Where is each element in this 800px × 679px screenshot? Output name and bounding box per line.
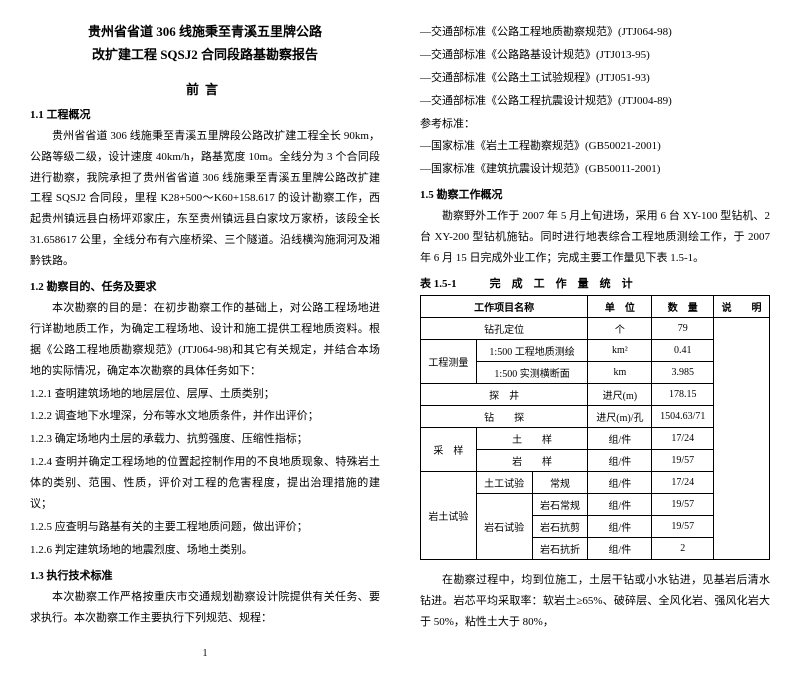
standard-ref: 参考标准： (420, 114, 770, 135)
para-1-3: 本次勘察工作严格按重庆市交通规划勘察设计院提供有关任务、要求执行。本次勘察工作主… (30, 587, 380, 629)
para-1-5: 勘察野外工作于 2007 年 5 月上旬进场，采用 6 台 XY-100 型钻机… (420, 206, 770, 269)
item-1-2-4: 1.2.4 查明并确定工程场地的位置起控制作用的不良地质现象、特殊岩土体的类别、… (30, 452, 380, 515)
section-1-2: 1.2 勘察目的、任务及要求 (30, 278, 380, 294)
doc-title-1: 贵州省省道 306 线施秉至青溪五里牌公路 (30, 20, 380, 43)
table-header-row: 工作项目名称 单 位 数 量 说 明 (421, 295, 770, 317)
item-1-2-5: 1.2.5 应查明与路基有关的主要工程地质问题，做出评价； (30, 517, 380, 538)
table-row: 钻孔定位 个 79 (421, 317, 770, 339)
standard-2: —交通部标准《公路路基设计规范》(JTJ013-95) (420, 45, 770, 66)
doc-title-2: 改扩建工程 SQSJ2 合同段路基勘察报告 (30, 43, 380, 66)
left-column: 贵州省省道 306 线施秉至青溪五里牌公路 改扩建工程 SQSJ2 合同段路基勘… (30, 20, 380, 659)
preface-heading: 前言 (30, 79, 380, 98)
th-unit: 单 位 (588, 295, 652, 317)
bottom-para: 在勘察过程中，均到位施工，土层干钻或小水钻进，见基岩后清水钻进。岩芯平均采取率：… (420, 570, 770, 633)
para-1-2: 本次勘察的目的是：在初步勘察工作的基础上，对公路工程场地进行详勘地质工作，为确定… (30, 298, 380, 382)
para-1-1: 贵州省省道 306 线施秉至青溪五里牌段公路改扩建工程全长 90km，公路等级二… (30, 126, 380, 272)
item-1-2-2: 1.2.2 调查地下水埋深，分布等水文地质条件，并作出评价； (30, 406, 380, 427)
standard-4: —交通部标准《公路工程抗震设计规范》(JTJ004-89) (420, 91, 770, 112)
right-column: —交通部标准《公路工程地质勘察规范》(JTJ064-98) —交通部标准《公路路… (420, 20, 770, 659)
standard-1: —交通部标准《公路工程地质勘察规范》(JTJ064-98) (420, 22, 770, 43)
item-1-2-6: 1.2.6 判定建筑场地的地震烈度、场地土类别。 (30, 540, 380, 561)
item-1-2-1: 1.2.1 查明建筑场地的地层层位、层厚、土质类别； (30, 384, 380, 405)
section-1-3: 1.3 执行技术标准 (30, 567, 380, 583)
workload-table: 工作项目名称 单 位 数 量 说 明 钻孔定位 个 79 工程测量 1:500 … (420, 295, 770, 560)
item-1-2-3: 1.2.3 确定场地内土层的承载力、抗剪强度、压缩性指标； (30, 429, 380, 450)
th-note: 说 明 (714, 295, 770, 317)
page-number: 1 (30, 648, 380, 659)
standard-5: —国家标准《岩土工程勘察规范》(GB50021-2001) (420, 136, 770, 157)
table-caption: 表 1.5-1 完 成 工 作 量 统 计 (420, 275, 770, 291)
section-1-1: 1.1 工程概况 (30, 106, 380, 122)
th-item: 工作项目名称 (421, 295, 588, 317)
standard-6: —国家标准《建筑抗震设计规范》(GB50011-2001) (420, 159, 770, 180)
th-qty: 数 量 (652, 295, 714, 317)
section-1-5: 1.5 勘察工作概况 (420, 186, 770, 202)
standard-3: —交通部标准《公路土工试验规程》(JTJ051-93) (420, 68, 770, 89)
